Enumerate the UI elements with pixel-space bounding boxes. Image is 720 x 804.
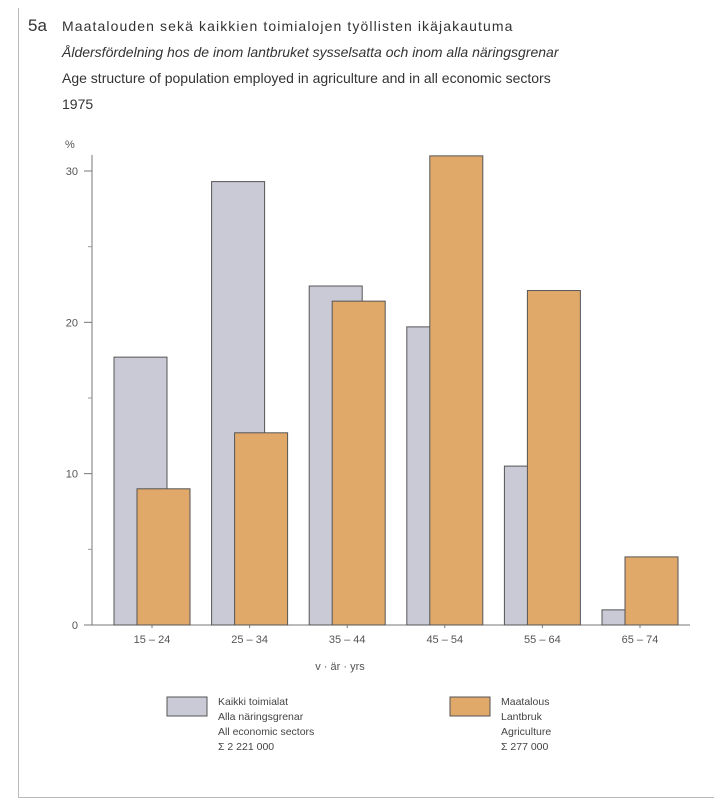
- legend-total: Σ 2 221 000: [218, 741, 274, 753]
- legend-label-en: All economic sectors: [218, 726, 314, 738]
- bar-agriculture: [624, 556, 679, 626]
- title-finnish: Maatalouden sekä kaikkien toimialojen ty…: [62, 18, 514, 34]
- legend-item-agriculture: Maatalous Lantbruk Agriculture Σ 277 000: [449, 696, 551, 753]
- x-tick-label: 55 – 64: [524, 634, 561, 646]
- x-tick-label: 15 – 24: [134, 634, 171, 646]
- legend-item-all-sectors: Kaikki toimialat Alla näringsgrenar All …: [166, 696, 314, 753]
- axes: % v · är · yrs: [65, 139, 690, 673]
- legend-swatch-all-sectors: [166, 696, 208, 717]
- title-swedish: Åldersfördelning hos de inom lantbruket …: [62, 44, 559, 60]
- y-tick-label: 20: [66, 317, 78, 329]
- bar-agriculture: [429, 155, 484, 626]
- legend-label-sv: Lantbruk: [501, 711, 543, 723]
- x-tick-label: 45 – 54: [426, 634, 463, 646]
- y-ticks: 0 10 20 30: [66, 166, 92, 632]
- y-tick-label: 30: [66, 166, 78, 178]
- bar-agriculture: [331, 300, 386, 626]
- bar-agriculture: [136, 488, 191, 626]
- legend-swatch-agriculture: [449, 696, 491, 717]
- legend-total: Σ 277 000: [501, 741, 549, 753]
- x-tick-label: 35 – 44: [329, 634, 366, 646]
- title-year: 1975: [62, 96, 94, 112]
- bar-agriculture: [526, 290, 581, 626]
- legend-label-sv: Alla näringsgrenar: [218, 711, 304, 723]
- legend-label-fi: Maatalous: [501, 696, 549, 708]
- x-tick-label: 25 – 34: [231, 634, 268, 646]
- title-english: Age structure of population employed in …: [62, 70, 551, 86]
- figure-number: 5a: [28, 16, 47, 35]
- bars: [113, 155, 679, 626]
- legend-label-en: Agriculture: [501, 726, 551, 738]
- y-tick-label: 10: [66, 469, 78, 481]
- bar-agriculture: [234, 432, 289, 626]
- y-axis-label: %: [65, 139, 75, 151]
- figure-frame: [18, 8, 714, 798]
- y-tick-label: 0: [72, 620, 78, 632]
- x-tick-label: 65 – 74: [622, 634, 659, 646]
- x-axis-label: v · är · yrs: [315, 661, 365, 673]
- legend-label-fi: Kaikki toimialat: [218, 696, 288, 708]
- category-labels: 15 – 24 25 – 34 35 – 44 45 – 54 55 – 64 65 – …: [134, 625, 659, 646]
- legend: Kaikki toimialat Alla näringsgrenar All …: [166, 696, 551, 753]
